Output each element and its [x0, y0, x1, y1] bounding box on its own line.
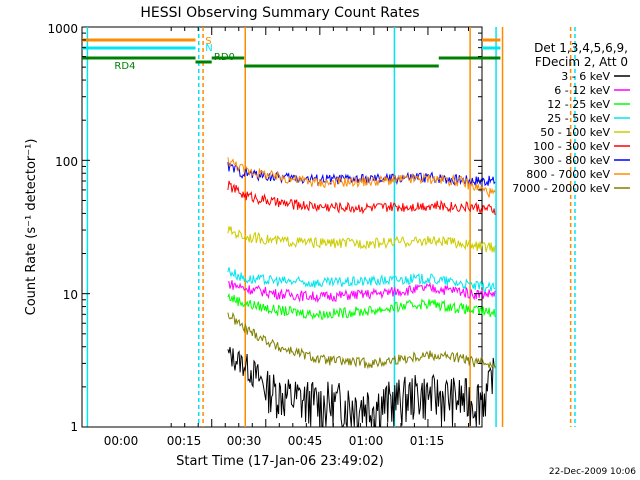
legend-header-2: FDecim 2, Att 0	[535, 55, 628, 69]
x-tick-label-0015: 00:15	[167, 434, 202, 448]
y-tick-label-100: 100	[55, 155, 78, 169]
legend-label-0: 3 - 6 keV	[561, 70, 610, 83]
flag-S-label: S	[205, 36, 211, 47]
y-tick-label-10: 10	[63, 288, 78, 302]
x-axis-label: Start Time (17-Jan-06 23:49:02)	[176, 454, 384, 469]
series-lines	[227, 157, 496, 428]
series-line-1	[227, 280, 496, 304]
series-line-7	[227, 157, 496, 198]
y-axis: 1 10 100 1000	[47, 22, 482, 434]
series-line-2	[227, 292, 496, 321]
series-line-0	[227, 346, 496, 428]
legend-label-7: 800 - 7000 keV	[526, 168, 610, 181]
legend-label-8: 7000 - 20000 keV	[512, 182, 610, 195]
flag-RD4-label: RD4	[114, 61, 135, 72]
vertical-markers	[86, 27, 576, 427]
legend-label-1: 6 - 12 keV	[554, 84, 610, 97]
x-tick-label-0100: 01:00	[349, 434, 384, 448]
series-line-8	[227, 311, 496, 370]
y-tick-label-1: 1	[70, 420, 78, 434]
legend-label-2: 12 - 25 keV	[547, 98, 610, 111]
chart-title: HESSI Observing Summary Count Rates	[140, 5, 419, 21]
series-line-3	[227, 267, 496, 293]
legend-label-6: 300 - 800 keV	[533, 154, 610, 167]
timestamp: 22-Dec-2009 10:06	[549, 467, 636, 477]
flag-N-label: N	[205, 43, 212, 54]
legend-label-5: 100 - 300 keV	[533, 140, 610, 153]
legend-label-4: 50 - 100 keV	[540, 126, 610, 139]
y-axis-label: Count Rate (s⁻¹ detector⁻¹)	[24, 139, 39, 316]
x-tick-label-0115: 01:15	[410, 434, 445, 448]
series-line-5	[227, 180, 496, 216]
x-tick-label-0030: 00:30	[227, 434, 262, 448]
legend-label-3: 25 - 50 keV	[547, 112, 610, 125]
flag-RD0-label: RD0	[214, 52, 235, 63]
legend-header-1: Det 1,3,4,5,6,9,	[534, 41, 628, 55]
series-line-6	[227, 162, 496, 187]
legend: Det 1,3,4,5,6,9, FDecim 2, Att 0 3 - 6 k…	[512, 41, 630, 195]
x-tick-label-0045: 00:45	[288, 434, 323, 448]
x-axis: 00:00 00:15 00:30 00:45 01:00 01:15	[104, 27, 483, 448]
series-line-4	[227, 226, 496, 253]
y-tick-label-1000: 1000	[47, 22, 78, 36]
plot-frame	[81, 26, 483, 428]
x-tick-label-0000: 00:00	[104, 434, 139, 448]
